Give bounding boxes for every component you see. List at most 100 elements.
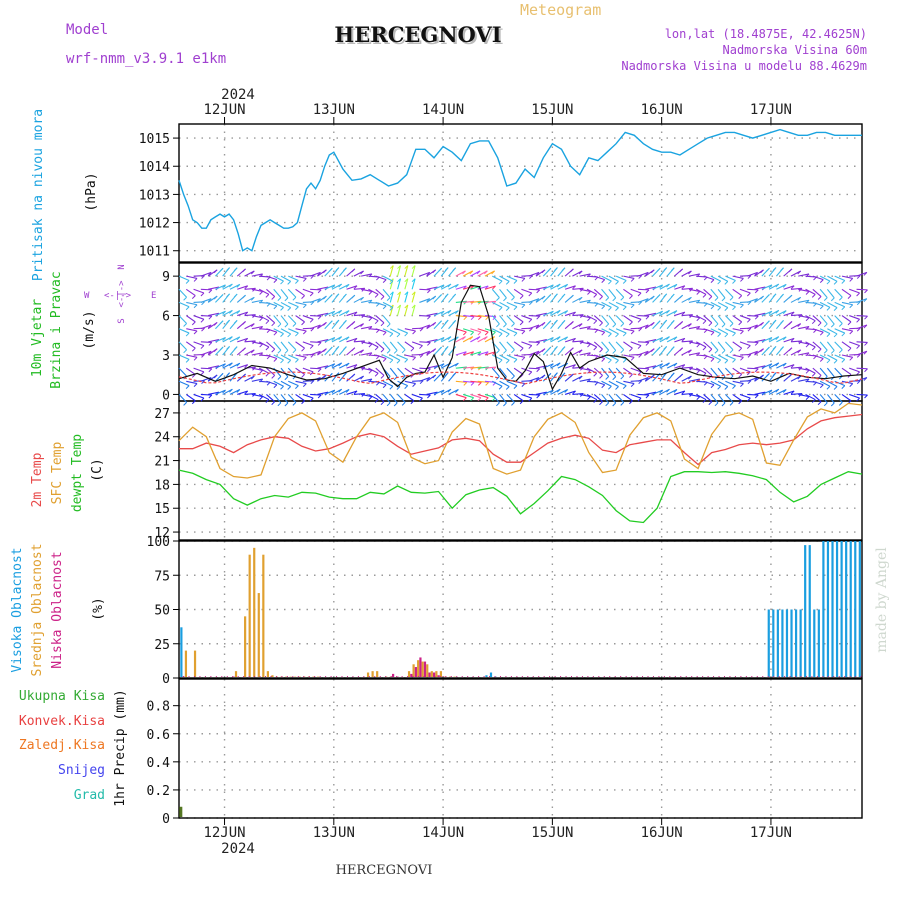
- wind-vector: [389, 341, 398, 351]
- wind-vector-head: [250, 296, 255, 301]
- cloud-bar: [412, 664, 415, 677]
- wind-vector-head: [547, 267, 552, 272]
- wind-vector: [295, 341, 305, 349]
- wind-vector: [819, 367, 828, 377]
- wind-vector: [273, 328, 284, 335]
- wind-vector-head: [811, 320, 816, 325]
- wind-vector-head: [259, 369, 263, 374]
- wind-vector-head: [714, 297, 719, 302]
- wind-vector-head: [335, 346, 340, 350]
- wind-vector: [834, 275, 846, 281]
- wind-vector-head: [561, 319, 566, 324]
- wind-vector-head: [817, 296, 822, 300]
- wind-vector: [229, 310, 241, 317]
- wind-vector: [361, 299, 373, 303]
- y-tick-label: 15: [154, 502, 170, 517]
- wind-vector: [411, 393, 423, 399]
- wind-vector: [251, 393, 263, 398]
- wind-vector-head: [663, 293, 668, 298]
- lonlat-label: lon,lat (18.4875E, 42.4625N): [665, 27, 867, 41]
- wind-vector-head: [452, 293, 457, 298]
- cloud-high-label: Visoka Oblacnost: [10, 547, 25, 672]
- wind-vector: [426, 391, 438, 395]
- wind-vector: [273, 341, 282, 351]
- wind-vector: [208, 391, 220, 395]
- wind-vector: [448, 388, 459, 395]
- wind-vector: [178, 288, 188, 298]
- wind-vector: [208, 365, 220, 369]
- wind-vector: [361, 315, 373, 319]
- wind-dir-center: <-|->: [104, 291, 132, 301]
- wind-vector: [681, 340, 693, 343]
- wind-vector: [615, 380, 627, 387]
- wind-vector-head: [738, 295, 743, 299]
- wind-vector: [339, 310, 350, 317]
- wind-vector: [193, 341, 205, 347]
- wind-vector-head: [830, 323, 835, 328]
- wind-vector-head: [323, 322, 327, 326]
- wind-vector-head: [561, 372, 566, 377]
- wind-vector: [463, 366, 475, 369]
- wind-vector: [710, 288, 719, 299]
- wind-vector: [353, 375, 364, 382]
- wind-vector-head: [498, 307, 503, 311]
- wind-vector-head: [688, 323, 692, 327]
- y-tick-label: 1014: [139, 160, 170, 175]
- wind-vector: [827, 354, 838, 361]
- wind-vector: [419, 393, 431, 396]
- wind-vector-head: [645, 289, 650, 294]
- wind-vector-head: [353, 338, 358, 342]
- wind-vector-head: [772, 372, 777, 377]
- wind-vector-head: [772, 267, 777, 271]
- wind-vector: [623, 341, 633, 349]
- wind-vector-head: [380, 401, 385, 406]
- wind-vector-head: [271, 322, 276, 327]
- wind-vector-head: [838, 349, 843, 354]
- cloud-low-label: Niska Oblacnost: [50, 551, 65, 668]
- wind-vector: [455, 351, 467, 356]
- wind-vector-head: [766, 372, 770, 377]
- wind-vector: [834, 380, 846, 387]
- wind-vector-head: [244, 311, 249, 316]
- wind-vector-head: [519, 321, 524, 326]
- wind-vector: [455, 393, 467, 399]
- wind-vector: [732, 315, 743, 323]
- wind-vector: [856, 367, 868, 370]
- wind-vector: [310, 315, 322, 317]
- wind-vector-head: [343, 346, 347, 350]
- wind-vector-head: [529, 354, 533, 358]
- wind-vector-head: [397, 265, 401, 269]
- wind-vector: [849, 367, 860, 373]
- grid-lines: [179, 124, 862, 819]
- wind-vector: [280, 328, 291, 335]
- wind-vector-head: [629, 295, 633, 299]
- wind-vector-head: [222, 337, 226, 341]
- wind-vector: [564, 364, 576, 369]
- wind-vector-head: [393, 350, 398, 354]
- wind-vector-head: [747, 301, 752, 306]
- wind-vector-head: [578, 375, 583, 380]
- temp-2m-label: 2m Temp: [30, 452, 45, 507]
- wind-vector: [513, 315, 524, 323]
- wind-vector-head: [710, 279, 715, 283]
- wind-vector: [601, 394, 610, 404]
- wind-vector: [732, 341, 743, 349]
- wind-dir-e: E: [151, 291, 156, 301]
- wind-vector-head: [645, 394, 650, 399]
- wind-vector-head: [841, 306, 846, 311]
- wind-vector-head: [310, 380, 315, 385]
- wind-vector-head: [615, 281, 619, 285]
- wind-vector-head: [819, 331, 824, 336]
- wind-vector-head: [863, 272, 868, 276]
- wind-vector-head: [797, 270, 802, 275]
- wind-vector: [506, 341, 515, 351]
- wind-vector: [178, 367, 188, 377]
- wind-vector: [688, 393, 700, 398]
- wind-vector-head: [710, 305, 715, 310]
- wind-vector: [761, 389, 773, 395]
- wind-vector-head: [620, 402, 625, 406]
- wind-vector: [615, 301, 627, 308]
- wind-vector-head: [259, 317, 263, 322]
- wind-vector-head: [775, 309, 780, 314]
- wind-vector-head: [805, 369, 810, 374]
